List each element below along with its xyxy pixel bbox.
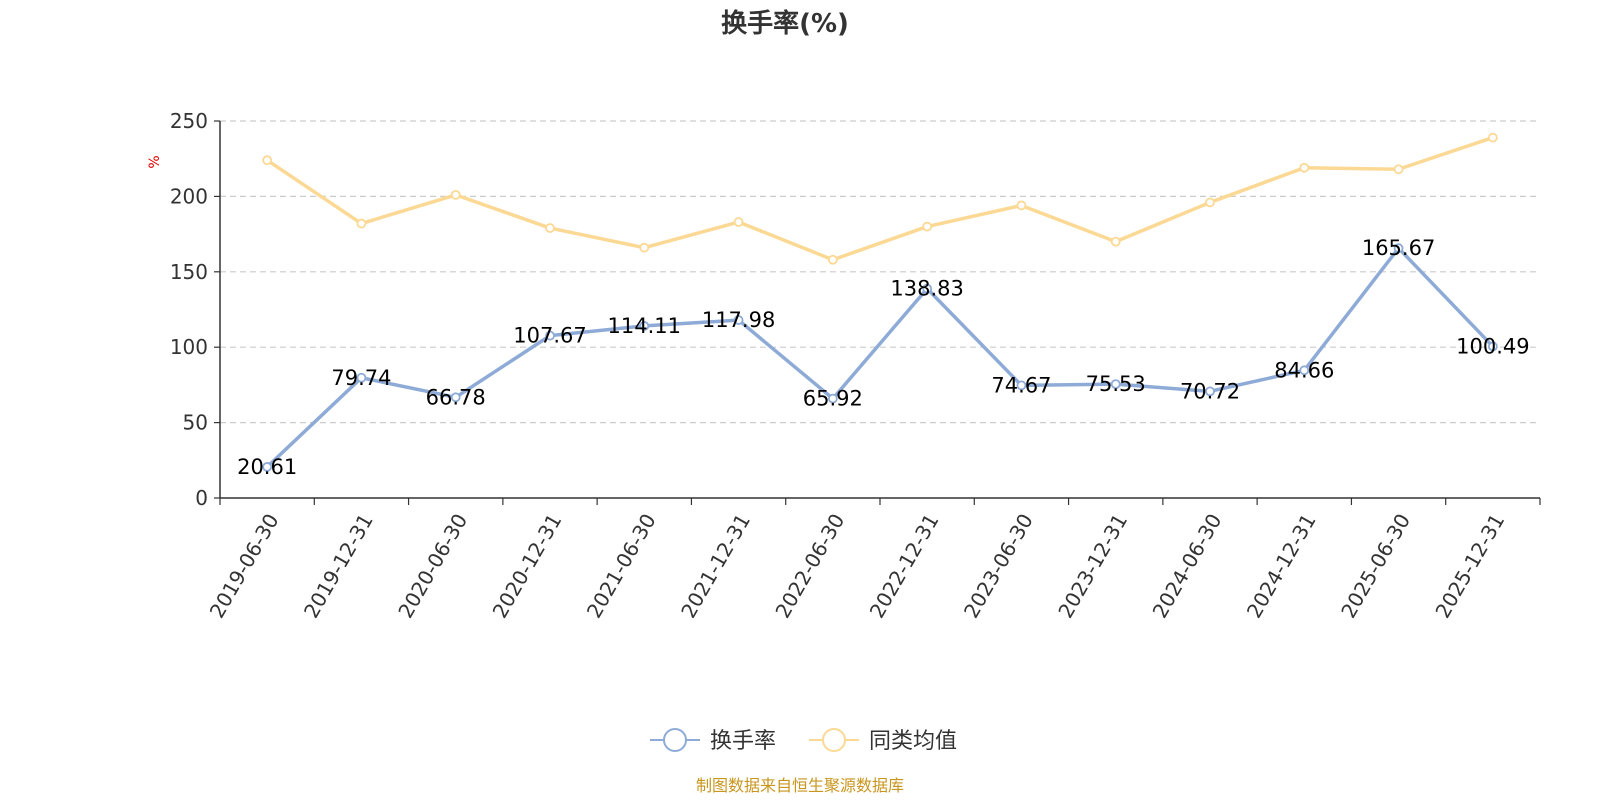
data-point bbox=[733, 217, 744, 227]
data-point bbox=[1487, 132, 1498, 143]
data-point bbox=[639, 321, 650, 331]
data-point bbox=[1393, 243, 1404, 254]
data-point bbox=[545, 330, 555, 341]
data-label: 79.74 bbox=[331, 366, 391, 390]
y-tick-label: 100 bbox=[170, 335, 208, 359]
source-note: 制图数据来自恒生聚源数据库 bbox=[696, 776, 904, 795]
chart-title: 换手率(%) bbox=[721, 8, 849, 39]
y-tick-label: 0 bbox=[195, 486, 208, 510]
data-point bbox=[1299, 162, 1310, 173]
data-label: 65.92 bbox=[803, 387, 863, 411]
data-point bbox=[1110, 379, 1121, 390]
x-tick-label: 2019-06-30 bbox=[205, 510, 284, 623]
x-tick-label: 2025-12-31 bbox=[1430, 510, 1509, 623]
x-tick-label: 2019-12-31 bbox=[299, 510, 378, 623]
x-tick-label: 2023-12-31 bbox=[1053, 510, 1132, 623]
data-label: 100.49 bbox=[1456, 334, 1529, 358]
data-label: 107.67 bbox=[513, 324, 586, 348]
data-point bbox=[1487, 341, 1498, 352]
data-point bbox=[1299, 365, 1310, 376]
legend-marker bbox=[822, 728, 846, 752]
data-point bbox=[1205, 197, 1215, 208]
x-tick-label: 2024-12-31 bbox=[1242, 510, 1321, 623]
data-point bbox=[356, 372, 367, 383]
series-layer bbox=[262, 132, 1498, 472]
x-tick-label: 2021-12-31 bbox=[676, 510, 755, 623]
data-point bbox=[450, 392, 461, 403]
data-label: 165.67 bbox=[1362, 236, 1435, 260]
data-point bbox=[827, 254, 838, 265]
data-point bbox=[733, 315, 744, 325]
data-label: 117.98 bbox=[702, 308, 775, 332]
data-label: 20.61 bbox=[237, 455, 297, 479]
data-label: 138.83 bbox=[890, 277, 963, 301]
data-point bbox=[356, 218, 367, 229]
x-tick-label: 2023-06-30 bbox=[959, 510, 1038, 623]
data-label: 66.78 bbox=[426, 385, 486, 409]
data-point bbox=[262, 155, 273, 166]
data-point bbox=[922, 283, 933, 294]
x-tick-label: 2022-12-31 bbox=[865, 509, 944, 622]
legend-entry: 换手率 bbox=[710, 729, 776, 754]
data-point bbox=[1016, 200, 1027, 211]
y-tick-label: 250 bbox=[170, 109, 208, 133]
y-axis-label: % bbox=[147, 155, 163, 168]
x-tick-label: 2024-06-30 bbox=[1148, 510, 1227, 623]
data-label: 75.53 bbox=[1086, 372, 1146, 396]
data-label: 84.66 bbox=[1274, 358, 1334, 382]
data-point bbox=[827, 393, 838, 404]
data-point bbox=[639, 242, 650, 253]
y-tick-label: 150 bbox=[170, 260, 208, 284]
data-point bbox=[1016, 380, 1027, 391]
grid-layer bbox=[220, 120, 1540, 424]
data-label: 74.67 bbox=[991, 373, 1051, 397]
y-tick-label: 50 bbox=[183, 411, 208, 435]
data-point bbox=[922, 221, 933, 232]
data-point bbox=[1205, 386, 1215, 397]
legend-entry: 同类均值 bbox=[869, 729, 957, 754]
legend: 换手率 同类均值 bbox=[650, 728, 957, 754]
data-label-layer: 20.61 79.74 66.78 107.67 114.11 117.98 65.92 13… bbox=[237, 236, 1530, 479]
series-line-同类均值 bbox=[266, 135, 1494, 262]
data-point bbox=[1110, 236, 1121, 247]
data-label: 114.11 bbox=[608, 314, 681, 338]
data-point bbox=[545, 223, 555, 233]
y-tick-label: 200 bbox=[170, 184, 208, 208]
x-tick-label: 2020-12-31 bbox=[488, 510, 567, 623]
x-tick-label: 2020-06-30 bbox=[393, 510, 472, 623]
data-label: 70.72 bbox=[1180, 379, 1240, 403]
series-line-换手率 bbox=[265, 246, 1495, 469]
data-point bbox=[262, 462, 273, 472]
legend-marker bbox=[663, 728, 687, 752]
data-point bbox=[1393, 164, 1404, 175]
x-tick-label: 2021-06-30 bbox=[582, 510, 661, 623]
x-tick-label: 2025-06-30 bbox=[1336, 510, 1415, 623]
data-point bbox=[450, 189, 461, 200]
x-tick-label: 2022-06-30 bbox=[770, 510, 849, 623]
